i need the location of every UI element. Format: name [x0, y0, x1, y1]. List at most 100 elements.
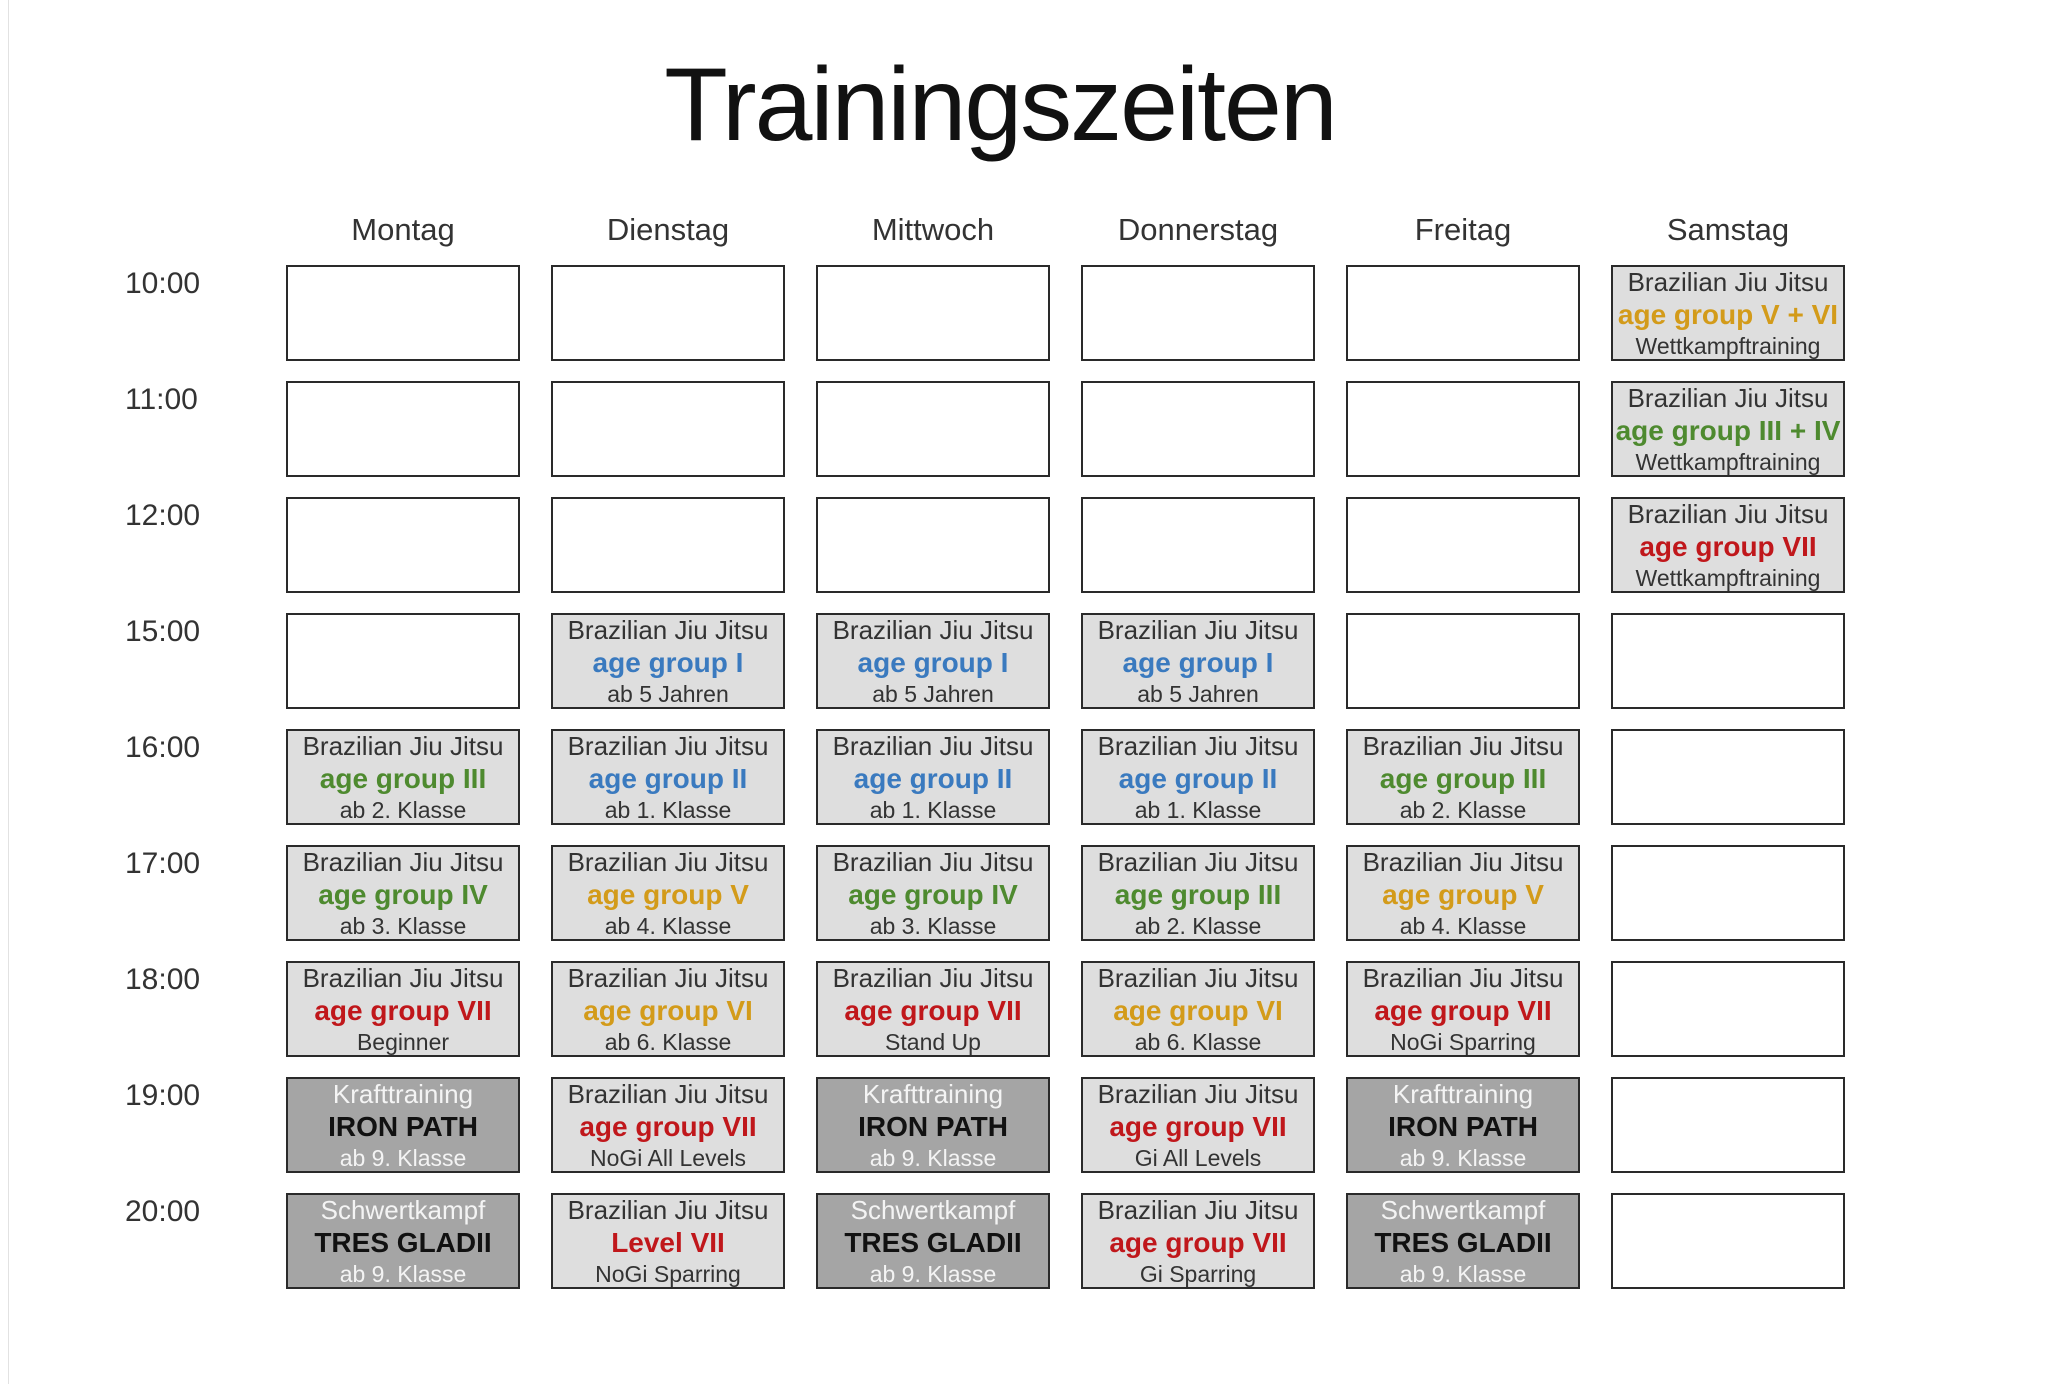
empty-slot — [1611, 845, 1845, 941]
time-label: 10:00 — [125, 267, 201, 300]
class-group: TRES GLADII — [1374, 1226, 1552, 1258]
class-detail: ab 9. Klasse — [869, 1260, 997, 1287]
class-group: age group VII — [1374, 994, 1552, 1026]
empty-slot — [816, 381, 1050, 477]
empty-slot — [1346, 381, 1580, 477]
class-slot: Brazilian Jiu Jitsu age group IV ab 3. Kla… — [286, 845, 520, 941]
class-group: age group I — [857, 646, 1009, 678]
class-detail: ab 9. Klasse — [1399, 1144, 1527, 1171]
class-discipline: Brazilian Jiu Jitsu — [567, 1194, 769, 1225]
empty-slot — [1611, 1077, 1845, 1173]
class-detail: ab 9. Klasse — [339, 1144, 467, 1171]
class-detail: ab 3. Klasse — [339, 912, 467, 939]
class-detail: NoGi Sparring — [595, 1260, 741, 1287]
class-discipline: Krafttraining — [332, 1078, 474, 1109]
class-discipline: Brazilian Jiu Jitsu — [1097, 1194, 1299, 1225]
day-header-freitag: Freitag — [1414, 212, 1512, 247]
time-label: 12:00 — [125, 499, 201, 532]
class-slot: Brazilian Jiu Jitsu age group III ab 2. Kl… — [286, 729, 520, 825]
class-detail: ab 1. Klasse — [604, 796, 732, 823]
empty-slot — [286, 497, 520, 593]
class-slot: Brazilian Jiu Jitsu age group VII NoGi Spa… — [1346, 961, 1580, 1057]
class-slot: Krafttraining IRON PATH ab 9. Klasse — [816, 1077, 1050, 1173]
class-discipline: Brazilian Jiu Jitsu — [567, 614, 769, 645]
class-detail: ab 5 Jahren — [1137, 680, 1259, 707]
class-detail: ab 9. Klasse — [1399, 1260, 1527, 1287]
class-detail: ab 9. Klasse — [869, 1144, 997, 1171]
class-group: age group III — [1114, 878, 1282, 910]
class-slot: Brazilian Jiu Jitsu age group VI ab 6. Kla… — [551, 961, 785, 1057]
class-group: age group I — [592, 646, 744, 678]
class-discipline: Brazilian Jiu Jitsu — [1097, 846, 1299, 877]
class-group: TRES GLADII — [314, 1226, 492, 1258]
empty-slot — [1346, 497, 1580, 593]
class-detail: ab 5 Jahren — [872, 680, 994, 707]
class-detail: Stand Up — [885, 1028, 981, 1055]
class-detail: ab 4. Klasse — [604, 912, 732, 939]
class-discipline: Schwertkampf — [320, 1194, 486, 1225]
time-label: 18:00 — [125, 963, 201, 996]
class-group: Level VII — [611, 1226, 725, 1258]
empty-slot — [1611, 1193, 1845, 1289]
class-discipline: Brazilian Jiu Jitsu — [567, 846, 769, 877]
class-discipline: Brazilian Jiu Jitsu — [832, 730, 1034, 761]
class-slot: Brazilian Jiu Jitsu age group IV ab 3. Kla… — [816, 845, 1050, 941]
empty-slot — [1081, 265, 1315, 361]
class-discipline: Brazilian Jiu Jitsu — [832, 962, 1034, 993]
page-title: Trainingszeiten — [664, 47, 1337, 163]
class-slot: Brazilian Jiu Jitsu age group II ab 1. Kla… — [1081, 729, 1315, 825]
class-group: age group IV — [848, 878, 1018, 910]
class-discipline: Brazilian Jiu Jitsu — [832, 846, 1034, 877]
class-discipline: Brazilian Jiu Jitsu — [567, 962, 769, 993]
class-discipline: Brazilian Jiu Jitsu — [302, 730, 504, 761]
class-slot: Brazilian Jiu Jitsu age group II ab 1. Kla… — [551, 729, 785, 825]
day-header-dienstag: Dienstag — [606, 212, 730, 247]
class-group: age group VII — [1639, 530, 1817, 562]
class-discipline: Brazilian Jiu Jitsu — [302, 962, 504, 993]
day-header-montag: Montag — [351, 212, 455, 247]
class-detail: ab 6. Klasse — [604, 1028, 732, 1055]
class-slot: Brazilian Jiu Jitsu age group III ab 2. Kl… — [1081, 845, 1315, 941]
class-discipline: Brazilian Jiu Jitsu — [1627, 382, 1829, 413]
class-group: age group VII — [1109, 1110, 1287, 1142]
class-discipline: Brazilian Jiu Jitsu — [1362, 730, 1564, 761]
class-group: age group VII — [1109, 1226, 1287, 1258]
class-group: age group VII — [579, 1110, 757, 1142]
class-group: age group VII — [314, 994, 492, 1026]
class-slot: Brazilian Jiu Jitsu age group III + IV Wet… — [1611, 381, 1845, 477]
class-detail: ab 9. Klasse — [339, 1260, 467, 1287]
empty-slot — [286, 381, 520, 477]
class-group: age group IV — [318, 878, 488, 910]
class-group: age group V — [587, 878, 749, 910]
class-detail: ab 1. Klasse — [869, 796, 997, 823]
class-detail: ab 4. Klasse — [1399, 912, 1527, 939]
empty-slot — [1081, 497, 1315, 593]
class-group: age group I — [1122, 646, 1274, 678]
class-detail: ab 6. Klasse — [1134, 1028, 1262, 1055]
class-group: TRES GLADII — [844, 1226, 1022, 1258]
empty-slot — [816, 265, 1050, 361]
empty-slot — [1611, 613, 1845, 709]
class-group: age group III + IV — [1615, 414, 1841, 446]
class-group: age group VI — [583, 994, 753, 1026]
class-discipline: Brazilian Jiu Jitsu — [1097, 614, 1299, 645]
class-discipline: Brazilian Jiu Jitsu — [567, 1078, 769, 1109]
class-slot: Brazilian Jiu Jitsu age group VII Gi Sparr… — [1081, 1193, 1315, 1289]
class-group: age group V — [1382, 878, 1544, 910]
class-group: IRON PATH — [328, 1110, 478, 1142]
time-label: 16:00 — [125, 731, 201, 764]
class-slot: Brazilian Jiu Jitsu age group VII NoGi All… — [551, 1077, 785, 1173]
class-detail: Beginner — [356, 1028, 450, 1055]
class-slot: Krafttraining IRON PATH ab 9. Klasse — [286, 1077, 520, 1173]
class-detail: Wettkampftraining — [1635, 564, 1821, 591]
time-label: 20:00 — [125, 1195, 201, 1228]
class-discipline: Brazilian Jiu Jitsu — [1362, 846, 1564, 877]
class-discipline: Schwertkampf — [1380, 1194, 1546, 1225]
class-slot: Brazilian Jiu Jitsu age group II ab 1. Kla… — [816, 729, 1050, 825]
class-detail: NoGi All Levels — [590, 1144, 746, 1171]
class-discipline: Schwertkampf — [850, 1194, 1016, 1225]
class-discipline: Brazilian Jiu Jitsu — [1097, 1078, 1299, 1109]
class-slot: Brazilian Jiu Jitsu age group VII Gi All L… — [1081, 1077, 1315, 1173]
